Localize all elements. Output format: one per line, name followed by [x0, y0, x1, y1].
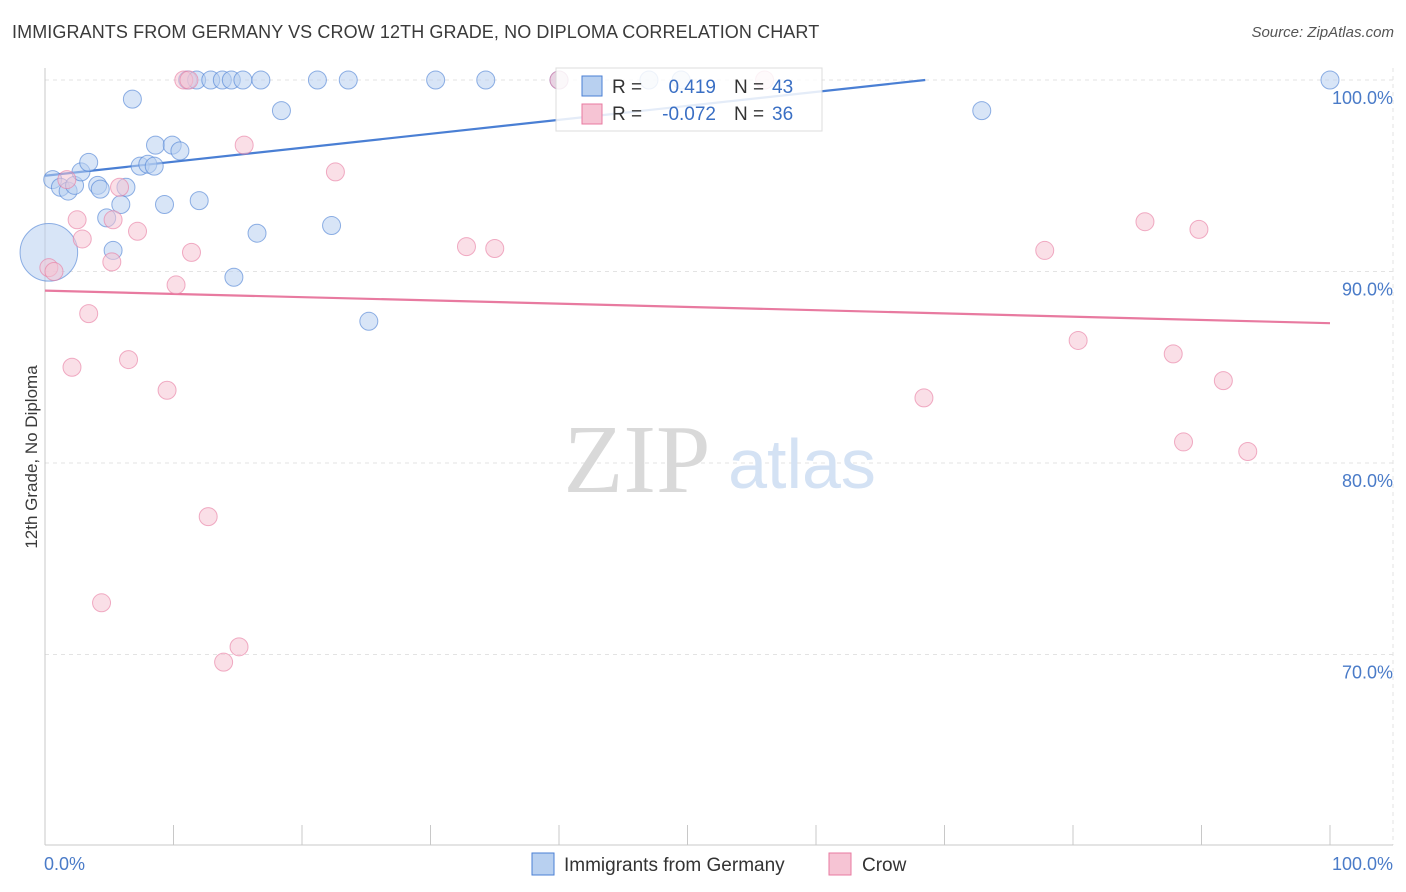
point-blue: [247, 223, 267, 243]
point-pink: [179, 70, 199, 90]
y-axis-label: 12th Grade, No Diploma: [22, 365, 41, 549]
source-label: Source: ZipAtlas.com: [1251, 24, 1394, 41]
point-pink: [456, 237, 476, 257]
gridlines: [45, 68, 1394, 845]
point-pink: [79, 304, 99, 324]
stats-n-label-blue: N =: [734, 77, 764, 98]
point-pink: [1174, 432, 1194, 452]
point-blue: [1320, 70, 1340, 90]
point-pink: [1068, 330, 1088, 350]
point-pink: [128, 221, 148, 241]
axes: [44, 68, 1393, 846]
y-tick-label: 80.0%: [1342, 471, 1393, 491]
stats-box: R = 0.419 N = 43 R = -0.072 N = 36: [555, 67, 823, 132]
point-pink: [229, 637, 249, 657]
point-blue: [224, 267, 244, 287]
data-points: [19, 70, 1340, 672]
point-pink: [1135, 212, 1155, 232]
point-blue: [90, 179, 110, 199]
stats-r-label-pink: R =: [612, 104, 642, 125]
point-blue: [307, 70, 327, 90]
y-tick-labels: 100.0% 90.0% 80.0% 70.0%: [1332, 88, 1393, 683]
stats-r-value-pink: -0.072: [662, 104, 716, 125]
point-pink: [485, 239, 505, 259]
stats-n-value-pink: 36: [772, 104, 793, 125]
point-pink: [234, 135, 254, 155]
point-pink: [44, 262, 64, 281]
point-blue: [144, 156, 164, 176]
stats-r-label-blue: R =: [612, 77, 642, 98]
legend-swatch-blue: [531, 852, 555, 876]
point-pink: [1213, 371, 1233, 391]
point-pink: [119, 350, 139, 370]
point-pink: [198, 507, 218, 527]
point-pink: [102, 252, 122, 272]
stats-n-value-blue: 43: [772, 77, 793, 98]
point-pink: [157, 380, 177, 400]
point-pink: [1189, 219, 1209, 239]
chart-title: IMMIGRANTS FROM GERMANY VS CROW 12TH GRA…: [12, 22, 820, 42]
point-pink: [57, 170, 77, 190]
point-pink: [103, 210, 123, 230]
trend-line-pink: [44, 289, 1331, 325]
point-blue: [170, 141, 190, 161]
point-blue: [251, 70, 271, 90]
legend-label-blue: Immigrants from Germany: [564, 855, 785, 876]
y-tick-label: 90.0%: [1342, 280, 1393, 300]
stats-swatch-pink: [581, 103, 603, 125]
point-pink: [62, 357, 82, 377]
point-blue: [338, 70, 358, 90]
point-pink: [325, 162, 345, 182]
point-pink: [1238, 442, 1258, 462]
stats-r-value-blue: 0.419: [668, 77, 716, 98]
point-blue: [79, 152, 99, 172]
point-blue: [146, 135, 166, 155]
point-blue: [271, 101, 291, 121]
x-tick-label-min: 0.0%: [44, 854, 85, 874]
point-blue: [155, 194, 175, 214]
point-blue: [322, 216, 342, 236]
point-blue: [359, 311, 379, 331]
stats-n-label-pink: N =: [734, 104, 764, 125]
point-blue: [19, 223, 79, 282]
point-pink: [1163, 344, 1183, 364]
point-pink: [214, 652, 234, 672]
legend: Immigrants from Germany Crow: [531, 852, 907, 876]
point-pink: [67, 210, 87, 230]
point-blue: [972, 101, 992, 121]
legend-label-pink: Crow: [862, 855, 907, 876]
x-tick-label-max: 100.0%: [1332, 854, 1393, 874]
point-pink: [92, 593, 112, 613]
y-tick-label: 100.0%: [1332, 88, 1393, 108]
y-tick-label: 70.0%: [1342, 663, 1393, 683]
watermark-zip: ZIP: [564, 406, 711, 514]
watermark-atlas: atlas: [728, 425, 876, 503]
stats-swatch-blue: [581, 75, 603, 97]
point-pink: [181, 242, 201, 262]
point-blue: [426, 70, 446, 90]
legend-swatch-pink: [828, 852, 852, 876]
point-pink: [914, 388, 934, 408]
point-blue: [122, 89, 142, 109]
point-blue: [233, 70, 253, 90]
point-pink: [72, 229, 92, 249]
point-blue: [476, 70, 496, 90]
point-pink: [1035, 240, 1055, 260]
point-pink: [166, 275, 186, 295]
point-pink: [110, 177, 130, 197]
point-blue: [189, 191, 209, 211]
